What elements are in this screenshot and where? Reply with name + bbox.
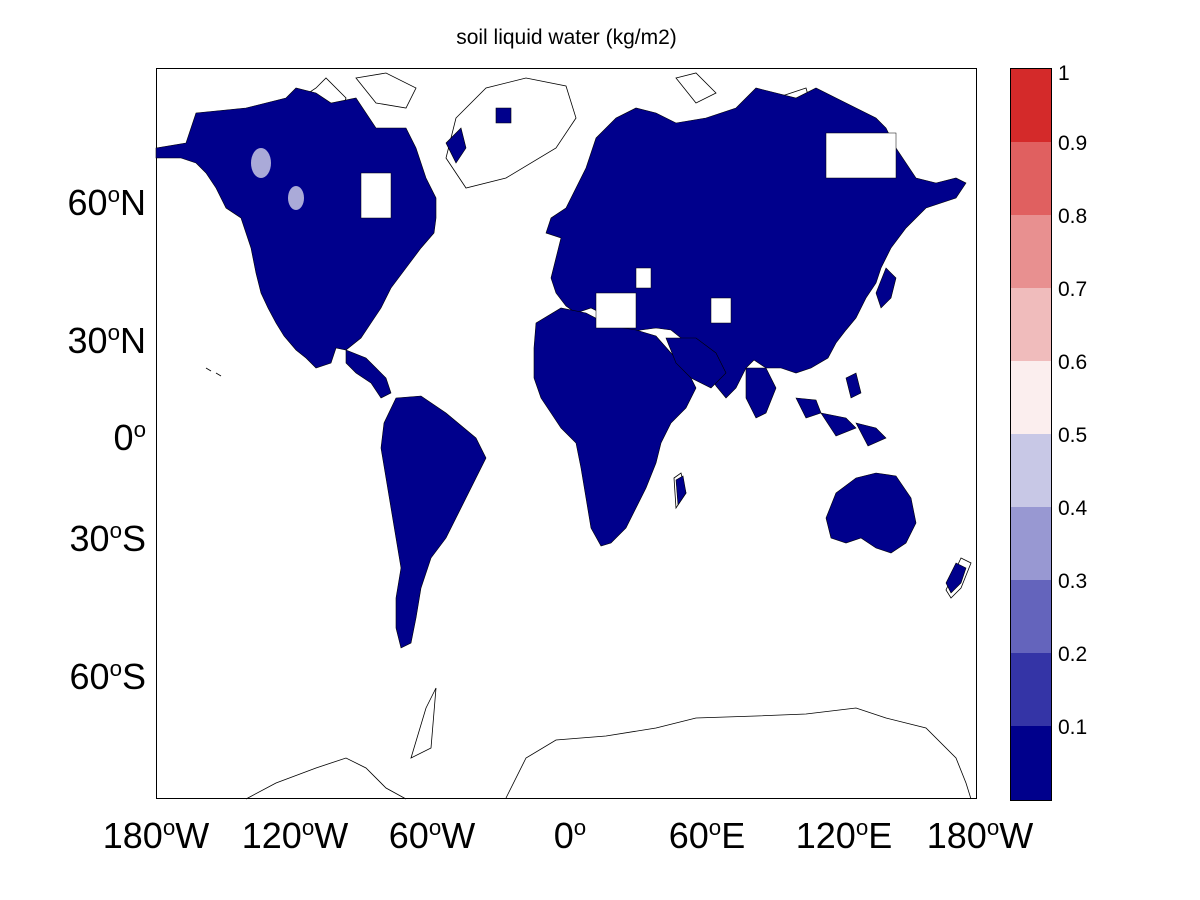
colorbar-segment (1011, 434, 1051, 507)
colorbar-segment (1011, 580, 1051, 653)
colorbar-segment (1011, 726, 1051, 800)
colorbar-label: 0.4 (1058, 497, 1088, 520)
colorbar-label: 0.3 (1058, 570, 1088, 593)
lat-label-60n: 60oN (67, 182, 146, 223)
lon-label-60w: 60oW (388, 815, 476, 856)
colorbar-segment (1011, 653, 1051, 726)
lon-label-120e: 120oE (795, 815, 893, 856)
world-map (155, 72, 972, 800)
colorbar-label: 0.5 (1058, 424, 1088, 447)
colorbar-label: 0.9 (1058, 132, 1088, 155)
coastlines (205, 72, 972, 800)
colorbar-label: 0.7 (1058, 278, 1088, 301)
lon-label-180w-right: 180oW (926, 815, 1034, 856)
land-gaps (360, 132, 897, 329)
colorbar-label: 0.2 (1058, 643, 1088, 666)
colorbar-label: 0.6 (1058, 351, 1088, 374)
colorbar-label: 1 (1058, 62, 1070, 85)
lon-label-120w: 120oW (241, 815, 349, 856)
colorbar-segment (1011, 215, 1051, 288)
colorbar-segment (1011, 288, 1051, 361)
north-america (155, 87, 437, 369)
colorbar-label: 0.1 (1058, 716, 1088, 739)
map-title: soil liquid water (kg/m2) (456, 26, 677, 49)
lat-label-60s: 60oS (69, 656, 146, 697)
lat-label-0: 0o (113, 417, 146, 458)
colorbar-segment (1011, 69, 1051, 142)
africa (533, 307, 697, 547)
central-america (345, 349, 392, 399)
south-america (380, 395, 487, 649)
colorbar-segment (1011, 507, 1051, 580)
colorbar-segment (1011, 142, 1051, 215)
colorbar-segment (1011, 361, 1051, 434)
australia (825, 472, 917, 554)
colorbar (1010, 68, 1052, 801)
arabia (665, 337, 727, 389)
lat-label-30s: 30oS (69, 518, 146, 559)
colorbar-label: 0.8 (1058, 205, 1088, 228)
lat-label-30n: 30oN (67, 320, 146, 361)
lon-label-180w-left: 180oW (102, 815, 210, 856)
lon-label-0: 0o (553, 815, 587, 856)
lon-label-60e: 60oE (668, 815, 746, 856)
high-value-patches (251, 148, 304, 210)
